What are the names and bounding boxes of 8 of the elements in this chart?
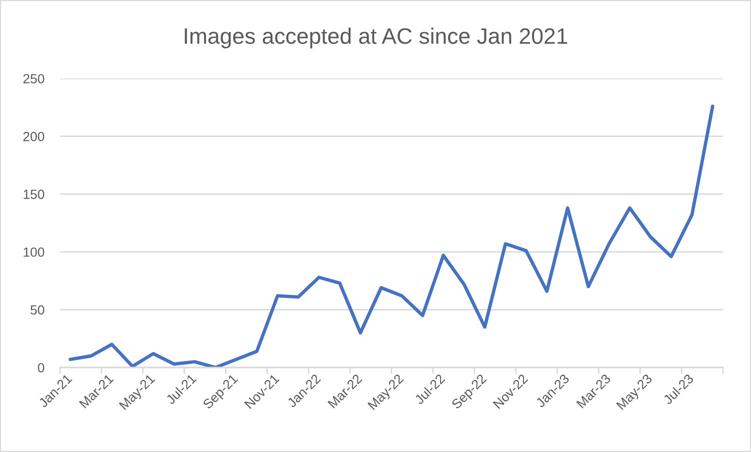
y-tick-label: 100 bbox=[24, 247, 44, 257]
y-tick-label: 250 bbox=[23, 74, 44, 84]
y-tick-label: 0 bbox=[38, 363, 44, 372]
y-tick-label: 200 bbox=[23, 132, 44, 142]
y-tick-label: 150 bbox=[24, 190, 44, 200]
chart-title: Images accepted at AC since Jan 2021 bbox=[184, 28, 568, 48]
line-series bbox=[68, 104, 714, 368]
y-tick-label: 50 bbox=[30, 305, 44, 315]
